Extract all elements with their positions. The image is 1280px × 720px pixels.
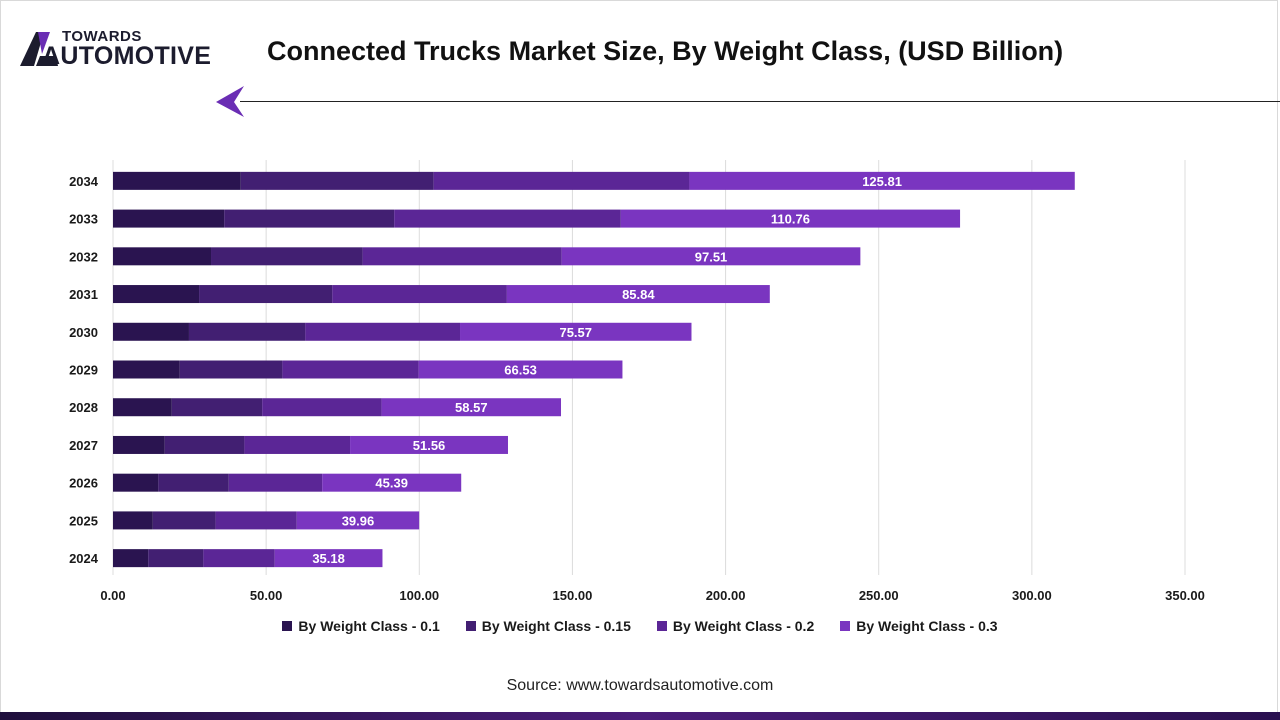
data-label: 45.39 [375, 476, 408, 491]
bar-segment [211, 247, 363, 266]
x-tick-label: 50.00 [250, 588, 283, 603]
data-label: 58.57 [455, 400, 488, 415]
legend-label: By Weight Class - 0.1 [298, 618, 440, 634]
legend-swatch [656, 621, 667, 631]
bar-segment [305, 322, 461, 341]
y-category-label: 2034 [69, 174, 99, 189]
bar-segment [113, 549, 149, 568]
legend-swatch [282, 621, 293, 631]
data-label: 66.53 [504, 363, 537, 378]
bar-segment [262, 398, 382, 417]
bar-segment [113, 511, 153, 530]
x-tick-label: 150.00 [553, 588, 593, 603]
bar-segment [113, 209, 225, 228]
data-label: 39.96 [342, 513, 375, 528]
data-label: 97.51 [695, 249, 728, 264]
logo-mark-icon [20, 32, 58, 66]
logo-text-bottom: AUTOMOTIVE [42, 42, 212, 70]
bar-segment [113, 247, 212, 266]
bar-segment [433, 171, 690, 190]
legend-swatch [840, 621, 851, 631]
y-category-label: 2026 [69, 476, 98, 491]
bar-chart: 0.00 50.00 100.00 150.00 200.00 250.00 300.00 3… [69, 160, 1205, 603]
y-category-label: 2027 [69, 438, 98, 453]
bar-segment [506, 285, 770, 304]
x-tick-label: 250.00 [859, 588, 899, 603]
bar-segment [460, 322, 692, 341]
bar-segment [224, 209, 395, 228]
legend-item: By Weight Class - 0.15 [465, 618, 631, 634]
bar-segment [113, 171, 241, 190]
y-category-label: 2031 [69, 287, 98, 302]
bottom-accent-bar [0, 712, 1280, 720]
source-note: Source: www.towardsautomotive.com [506, 677, 774, 694]
bar-segment [418, 360, 623, 379]
legend-item: By Weight Class - 0.1 [282, 618, 440, 634]
bar-segment [350, 435, 508, 454]
brand-logo: TOWARDS AUTOMOTIVE [20, 28, 225, 72]
y-category-label: 2032 [69, 249, 98, 264]
bar-segment [322, 473, 462, 492]
logo-text-top: TOWARDS [62, 28, 142, 45]
bar-segment [620, 209, 961, 228]
y-category-label: 2033 [69, 212, 98, 227]
data-label: 75.57 [559, 325, 592, 340]
bar-segment [164, 435, 245, 454]
legend-label: By Weight Class - 0.3 [856, 618, 998, 634]
bar-segment [362, 247, 562, 266]
legend-item: By Weight Class - 0.3 [840, 618, 998, 634]
bar-segment [113, 285, 200, 304]
bar-segment [188, 322, 306, 341]
x-tick-label: 200.00 [706, 588, 746, 603]
bar-segment [689, 171, 1075, 190]
bar-segment [296, 511, 420, 530]
bar-segment [113, 360, 180, 379]
bar-segment [274, 549, 383, 568]
y-category-label: 2028 [69, 400, 98, 415]
chart-legend: By Weight Class - 0.1 By Weight Class - 0… [0, 618, 1280, 634]
bar-segment [381, 398, 562, 417]
data-label: 85.84 [622, 287, 655, 302]
bar-segment [240, 171, 434, 190]
bar-segment [215, 511, 297, 530]
y-category-label: 2025 [69, 513, 98, 528]
bar-segment [199, 285, 333, 304]
bar-segment [179, 360, 283, 379]
data-label: 110.76 [771, 212, 810, 227]
bar-segment [158, 473, 229, 492]
bar-segment [113, 398, 172, 417]
bar-segment [228, 473, 323, 492]
bar-segment [203, 549, 275, 568]
bar-segment [244, 435, 351, 454]
legend-label: By Weight Class - 0.2 [672, 618, 815, 634]
bar-segment [332, 285, 507, 304]
chart-title: Connected Trucks Market Size, By Weight … [267, 36, 1064, 66]
arrow-left-icon [216, 86, 244, 117]
bar-segment [113, 435, 165, 454]
bar-segment [113, 322, 189, 341]
x-tick-label: 350.00 [1165, 588, 1205, 603]
bar-segment [152, 511, 216, 530]
bar-segment [171, 398, 263, 417]
data-label: 35.18 [312, 551, 345, 566]
bar-segment [282, 360, 419, 379]
header-divider [240, 101, 1280, 102]
x-tick-label: 100.00 [399, 588, 439, 603]
legend-label: By Weight Class - 0.15 [481, 618, 631, 634]
data-label: 125.81 [862, 174, 902, 189]
bar-segment [148, 549, 204, 568]
data-label: 51.56 [413, 438, 446, 453]
y-category-label: 2029 [69, 363, 98, 378]
legend-swatch [465, 621, 476, 631]
bar-segment [394, 209, 621, 228]
x-tick-label: 300.00 [1012, 588, 1052, 603]
y-category-label: 2030 [69, 325, 98, 340]
y-category-label: 2024 [69, 551, 99, 566]
x-tick-label: 0.00 [100, 588, 125, 603]
legend-item: By Weight Class - 0.2 [656, 618, 815, 634]
bar-segment [561, 247, 861, 266]
bar-segment [113, 473, 159, 492]
